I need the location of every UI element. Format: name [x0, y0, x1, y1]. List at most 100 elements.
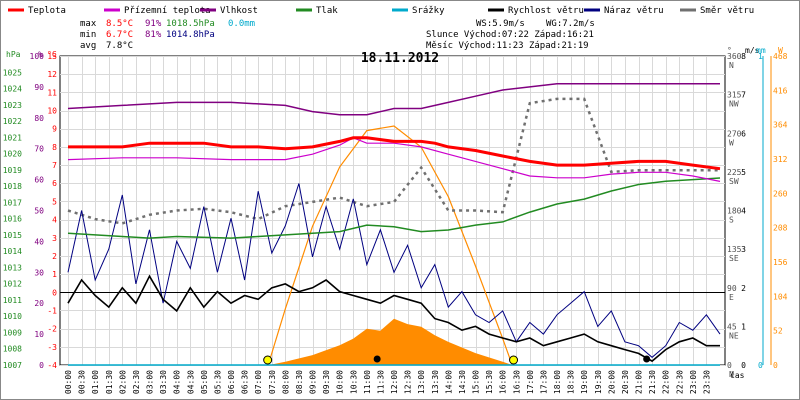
time-tick-label: 00:30 [78, 370, 87, 394]
direction-tick-label: 0 [727, 361, 732, 370]
compass-label: S [729, 216, 734, 225]
wind-tick-label: 0 [741, 361, 746, 370]
percent-tick-label: 0 [39, 361, 44, 370]
compass-label: NE [729, 331, 739, 340]
wind-tick-label: 3 [741, 245, 746, 254]
time-tick-label: 15:00 [472, 370, 481, 394]
data-series [67, 83, 721, 366]
temp-tick-label: 9 [52, 125, 57, 134]
wind-tick-label: 6 [741, 129, 746, 138]
stats-min-hum: 81% [145, 30, 162, 40]
solar-tick-label: 208 [773, 224, 788, 233]
wind-direction-marks [67, 97, 720, 225]
time-tick-label: 06:00 [227, 370, 236, 394]
temp-tick-label: 1 [52, 270, 57, 279]
compass-label: NW [729, 100, 739, 109]
time-tick-label: 20:00 [607, 370, 616, 394]
compass-label: N [729, 61, 734, 70]
solar-tick-label: 468 [773, 52, 788, 61]
legend-label: Přízemní teplota [124, 6, 211, 16]
time-tick-label: 04:00 [173, 370, 182, 394]
solar-radiation-area [269, 318, 513, 365]
info-sun: Slunce Východ:07:22 Západ:16:21 [426, 30, 594, 40]
time-tick-label: 02:30 [132, 370, 141, 394]
direction-tick-label: 90 [727, 284, 737, 293]
sunrise-marker [263, 355, 273, 365]
hpa-tick-label: 1022 [3, 117, 22, 126]
time-tick-label: 22:00 [662, 370, 671, 394]
percent-tick-label: 10 [34, 330, 44, 339]
time-tick-label: 21:00 [635, 370, 644, 394]
chart-date-title: 18.11.2012 [361, 51, 439, 66]
time-tick-label: 21:30 [648, 370, 657, 394]
legend-label: Teplota [28, 6, 66, 16]
legend-label: Náraz větru [604, 6, 664, 16]
time-tick-label: 18:00 [553, 370, 562, 394]
wind-tick-label: 8 [741, 52, 746, 61]
temp-tick-label: -4 [47, 361, 57, 370]
hpa-tick-label: 1020 [3, 150, 22, 159]
time-tick-label: 22:30 [675, 370, 684, 394]
compass-label: SE [729, 254, 739, 263]
time-tick-label: 10:00 [336, 370, 345, 394]
legend: Teplota Přízemní teplota Vlhkost Tlak Srážky… [8, 6, 754, 16]
hpa-tick-label: 1011 [3, 296, 22, 305]
percent-tick-label: 30 [34, 268, 44, 277]
solar-tick-label: 104 [773, 292, 788, 301]
direction-tick-label: 135 [727, 245, 742, 254]
percent-tick-label: 50 [34, 207, 44, 216]
temp-tick-label: -3 [47, 343, 57, 352]
stats-max-label: max [80, 19, 97, 29]
time-tick-label: 06:30 [241, 370, 250, 394]
legend-label: Srážky [412, 6, 445, 16]
hpa-tick-label: 1018 [3, 182, 22, 191]
temperature-line [68, 136, 721, 171]
pressure-line [67, 177, 721, 239]
temp-tick-label: 12 [47, 70, 57, 79]
percent-tick-label: 80 [34, 114, 44, 123]
direction-tick-label: 270 [727, 129, 742, 138]
moonrise-marker [373, 355, 381, 363]
sunset-marker [509, 355, 519, 365]
temp-tick-label: 4 [52, 216, 57, 225]
hpa-tick-label: 1010 [3, 312, 22, 321]
solar-tick-label: 416 [773, 86, 788, 95]
time-tick-label: 02:00 [118, 370, 127, 394]
time-tick-label: 12:00 [390, 370, 399, 394]
axes: 1007100810091010101110121013101410151016… [3, 46, 788, 394]
percent-unit-label: % [38, 50, 43, 59]
stats-max-temp: 8.5°C [106, 19, 133, 29]
solar-tick-label: 52 [773, 327, 783, 336]
time-tick-label: 01:30 [105, 370, 114, 394]
hpa-unit-label: hPa [6, 50, 21, 59]
time-tick-label: 14:00 [444, 370, 453, 394]
info-moon: Měsíc Východ:11:23 Západ:21:19 [426, 41, 589, 51]
time-tick-label: 15:30 [485, 370, 494, 394]
percent-tick-label: 20 [34, 299, 44, 308]
time-tick-label: 23:00 [689, 370, 698, 394]
time-tick-label: 09:00 [309, 370, 318, 394]
time-tick-label: 04:30 [186, 370, 195, 394]
time-axis-label: čas [730, 370, 745, 380]
solar-tick-label: 364 [773, 121, 788, 130]
temp-unit-label: °C [47, 50, 57, 59]
hpa-tick-label: 1013 [3, 263, 22, 272]
temp-tick-label: -1 [47, 306, 57, 315]
hpa-tick-label: 1012 [3, 280, 22, 289]
compass-label: E [729, 293, 734, 302]
stats-avg-label: avg [80, 41, 96, 51]
legend-label: Vlhkost [220, 6, 258, 16]
direction-unit-label: ° [727, 46, 732, 55]
stats-min-label: min [80, 30, 96, 40]
stats-avg-temp: 7.8°C [106, 41, 133, 51]
temp-tick-label: 6 [52, 179, 57, 188]
direction-tick-label: 180 [727, 207, 742, 216]
time-tick-label: 13:00 [417, 370, 426, 394]
time-tick-label: 05:30 [213, 370, 222, 394]
solar-tick-label: 260 [773, 189, 788, 198]
time-tick-label: 17:00 [526, 370, 535, 394]
time-tick-label: 16:30 [512, 370, 521, 394]
hpa-tick-label: 1025 [3, 68, 22, 77]
solar-tick-label: 312 [773, 155, 788, 164]
time-tick-label: 08:30 [295, 370, 304, 394]
